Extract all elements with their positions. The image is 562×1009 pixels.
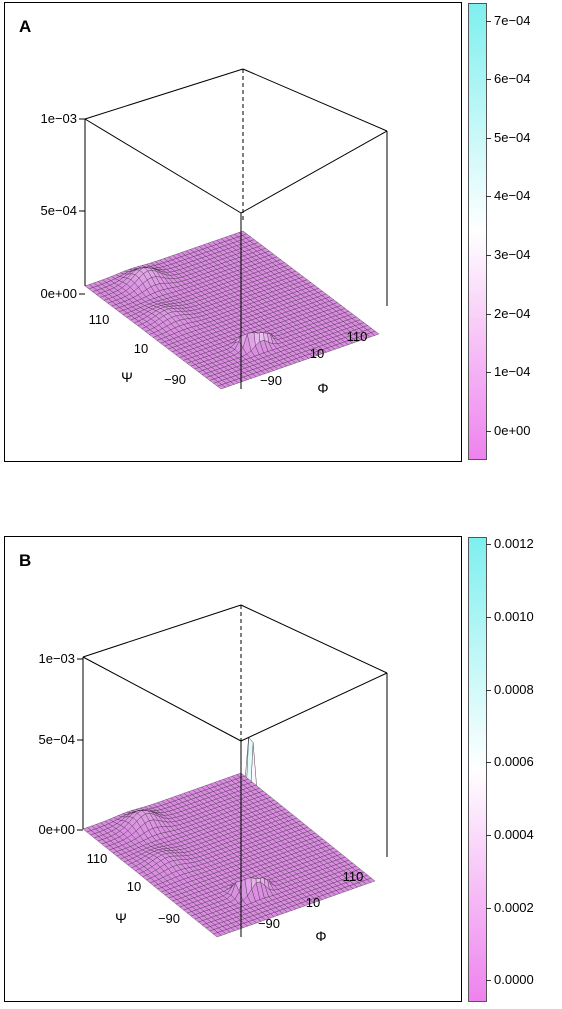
surface-mesh — [82, 736, 376, 938]
box-edge — [84, 118, 242, 214]
colorbar-tick — [486, 834, 491, 836]
colorbar-b — [468, 537, 487, 1002]
colorbar-tick — [486, 907, 491, 909]
box-edge — [240, 672, 388, 742]
colorbar-tick — [486, 79, 491, 81]
box-edge — [84, 68, 244, 120]
colorbar-tick-label: 1e−04 — [494, 364, 531, 380]
surface-cell — [82, 827, 92, 833]
colorbar-tick-label: 3e−04 — [494, 246, 531, 262]
box-edge — [242, 68, 388, 132]
colorbar-tick — [486, 762, 491, 764]
colorbar-tick-label: 0e+00 — [494, 422, 531, 438]
colorbar-tick-label: 2e−04 — [494, 305, 531, 321]
z-tick-label: 1e−03 — [40, 111, 77, 126]
colorbar-tick-label: 0.0000 — [494, 972, 534, 988]
colorbar-tick — [486, 430, 491, 432]
z-tick-label: 0e+00 — [40, 286, 77, 301]
z-tick-label: 5e−04 — [40, 203, 77, 218]
psi-tick-label: 110 — [87, 851, 108, 866]
colorbar-tick — [486, 544, 491, 546]
colorbar-tick-label: 0.0012 — [494, 536, 534, 552]
psi-tick-label: 110 — [89, 312, 110, 327]
colorbar-tick — [486, 616, 491, 618]
panel-label: B — [19, 551, 32, 570]
colorbar-tick-label: 4e−04 — [494, 188, 531, 204]
colorbar-tick — [486, 254, 491, 256]
panel-b: B 1e−03 5e−04 0e+00 110 10 −90 110 10 −90 Ψ Φ — [4, 536, 462, 1002]
colorbar-tick-label: 0.0010 — [494, 608, 534, 624]
colorbar-tick-label: 6e−04 — [494, 71, 531, 87]
colorbar-tick-label: 0.0006 — [494, 754, 534, 770]
panel-a: A 1e−03 5e−04 0e+00 110 10 −90 110 10 −90 Ψ Φ — [4, 2, 462, 462]
colorbar-tick — [486, 689, 491, 691]
phi-axis-label: Φ — [317, 380, 328, 396]
phi-tick-label: 110 — [343, 869, 364, 884]
box-edge — [82, 604, 242, 658]
surface-plot-b: 1e−03 5e−04 0e+00 110 10 −90 110 10 −90 Ψ Φ — [38, 604, 388, 944]
colorbar-tick-label: 0.0004 — [494, 826, 534, 842]
colorbar-tick — [486, 372, 491, 374]
phi-tick-label: 10 — [310, 346, 324, 361]
psi-axis-label: Ψ — [121, 369, 133, 385]
colorbar-tick — [486, 137, 491, 139]
z-tick-label: 5e−04 — [38, 732, 75, 747]
phi-tick-label: 110 — [347, 329, 368, 344]
colorbar-tick-label: 5e−04 — [494, 129, 531, 145]
box-edge — [82, 656, 242, 742]
colorbar-tick-label: 0.0002 — [494, 899, 534, 915]
psi-tick-label: 10 — [134, 341, 148, 356]
colorbar-tick — [486, 196, 491, 198]
colorbar-tick — [486, 20, 491, 22]
psi-tick-label: 10 — [127, 879, 141, 894]
phi-tick-label: 10 — [306, 895, 320, 910]
colorbar-tick — [486, 313, 491, 315]
colorbar-tick-label: 7e−04 — [494, 12, 531, 28]
z-tick-label: 0e+00 — [38, 822, 75, 837]
psi-tick-label: −90 — [164, 372, 186, 387]
box-edge — [240, 604, 388, 674]
surface-plot-a: 1e−03 5e−04 0e+00 110 10 −90 110 10 −90 Ψ Φ — [40, 68, 388, 396]
phi-tick-label: −90 — [260, 373, 282, 388]
panel-label: A — [19, 17, 32, 36]
psi-axis-label: Ψ — [115, 910, 127, 926]
phi-axis-label: Φ — [315, 928, 326, 944]
colorbar-tick — [486, 980, 491, 982]
colorbar-tick-label: 0.0008 — [494, 681, 534, 697]
surface-cell — [84, 284, 94, 290]
z-tick-label: 1e−03 — [38, 651, 75, 666]
surface-mesh — [84, 230, 380, 390]
box-edge — [240, 130, 388, 214]
psi-tick-label: −90 — [158, 911, 180, 926]
phi-tick-label: −90 — [258, 916, 280, 931]
colorbar-a — [468, 3, 487, 460]
